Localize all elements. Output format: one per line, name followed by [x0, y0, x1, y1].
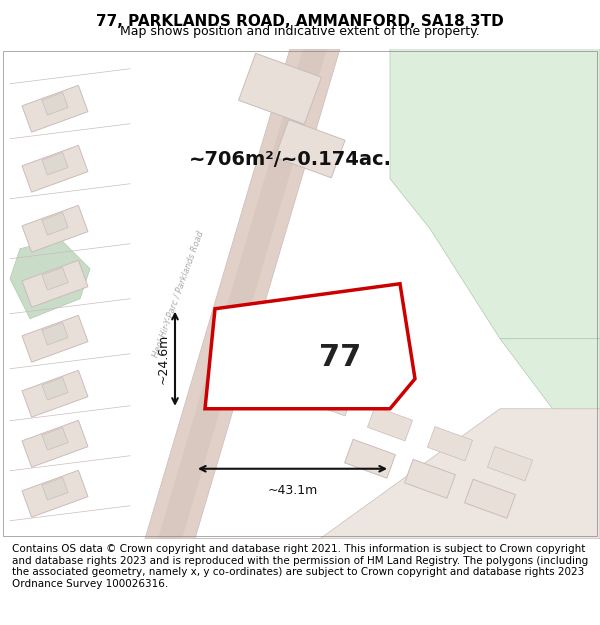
- Polygon shape: [22, 421, 88, 467]
- Polygon shape: [344, 439, 395, 478]
- Polygon shape: [22, 261, 88, 307]
- Text: ~706m²/~0.174ac.: ~706m²/~0.174ac.: [188, 150, 392, 169]
- Polygon shape: [22, 86, 88, 132]
- Polygon shape: [195, 409, 600, 539]
- Polygon shape: [42, 428, 68, 450]
- Polygon shape: [500, 339, 600, 459]
- Polygon shape: [22, 371, 88, 417]
- Text: ~43.1m: ~43.1m: [268, 484, 317, 497]
- Text: Map shows position and indicative extent of the property.: Map shows position and indicative extent…: [120, 24, 480, 38]
- Polygon shape: [42, 268, 68, 290]
- Polygon shape: [487, 447, 533, 481]
- Polygon shape: [404, 459, 455, 498]
- Polygon shape: [275, 120, 345, 177]
- Polygon shape: [239, 53, 322, 124]
- Polygon shape: [22, 316, 88, 362]
- Polygon shape: [42, 92, 68, 115]
- Polygon shape: [22, 206, 88, 252]
- Polygon shape: [158, 49, 327, 539]
- Polygon shape: [22, 146, 88, 192]
- Text: ~24.6m: ~24.6m: [157, 334, 170, 384]
- Polygon shape: [42, 152, 68, 175]
- Text: 77: 77: [319, 343, 361, 372]
- Polygon shape: [42, 213, 68, 235]
- Polygon shape: [205, 284, 415, 409]
- Polygon shape: [10, 239, 90, 319]
- Polygon shape: [367, 407, 413, 441]
- Text: Contains OS data © Crown copyright and database right 2021. This information is : Contains OS data © Crown copyright and d…: [12, 544, 588, 589]
- Polygon shape: [42, 378, 68, 400]
- Polygon shape: [427, 427, 473, 461]
- Polygon shape: [42, 322, 68, 345]
- Polygon shape: [390, 49, 600, 339]
- Text: Heol Hir-Y-Parc / Parklands Road: Heol Hir-Y-Parc / Parklands Road: [151, 229, 205, 358]
- Polygon shape: [145, 49, 340, 539]
- Polygon shape: [464, 479, 515, 518]
- Polygon shape: [307, 382, 353, 416]
- Text: 77, PARKLANDS ROAD, AMMANFORD, SA18 3TD: 77, PARKLANDS ROAD, AMMANFORD, SA18 3TD: [96, 14, 504, 29]
- Polygon shape: [42, 478, 68, 500]
- Polygon shape: [22, 471, 88, 517]
